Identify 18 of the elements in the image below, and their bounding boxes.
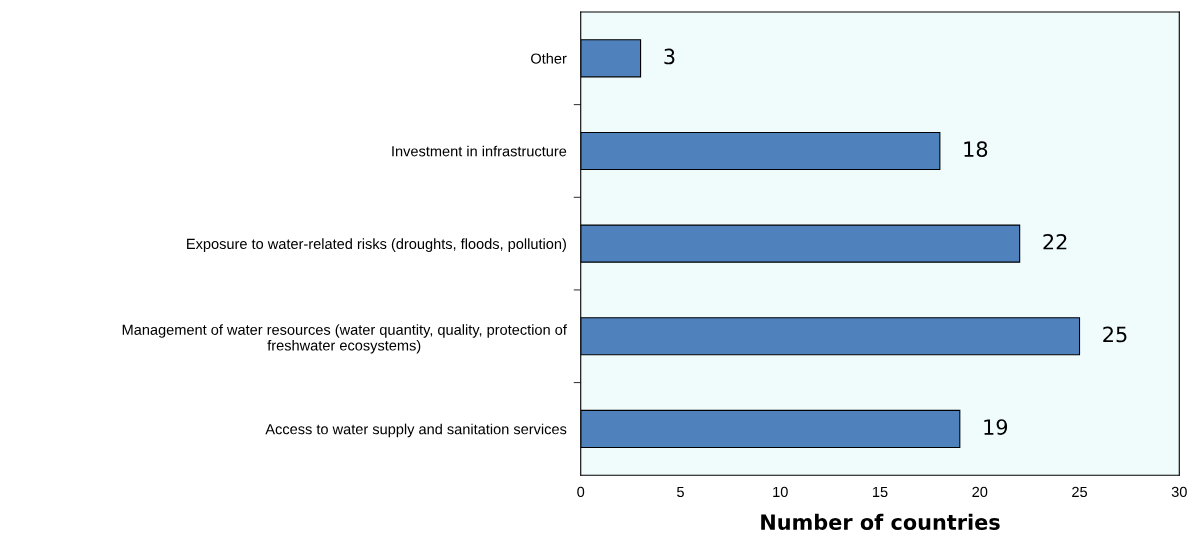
data-label: 3: [664, 48, 675, 65]
data-label: 18: [964, 141, 988, 158]
x-tick-label: 30: [1171, 486, 1187, 498]
data-label: 19: [984, 419, 1008, 435]
x-tick-label: 15: [873, 486, 888, 498]
y-tick-label: Other: [531, 53, 567, 64]
y-tick-label: Investment in infrastructure: [392, 145, 567, 157]
x-tick-label: 0: [577, 486, 585, 498]
x-tick-label: 25: [1072, 486, 1088, 498]
x-axis-title: Number of countries: [761, 513, 1000, 530]
y-tick-label: Access to water supply and sanitation services: [265, 423, 567, 438]
x-tick-label: 5: [677, 486, 684, 498]
data-label: 25: [1103, 326, 1127, 343]
y-tick-label: Exposure to water-related risks (droughts, floods, pollution): [187, 238, 566, 252]
x-tick-label: 10: [773, 486, 788, 498]
y-tick-label: Management of water resources (water quantity, quality, protection of freshwater ecosystems): [122, 324, 567, 354]
x-tick-label: 20: [972, 486, 988, 498]
data-label: 22: [1043, 233, 1067, 250]
